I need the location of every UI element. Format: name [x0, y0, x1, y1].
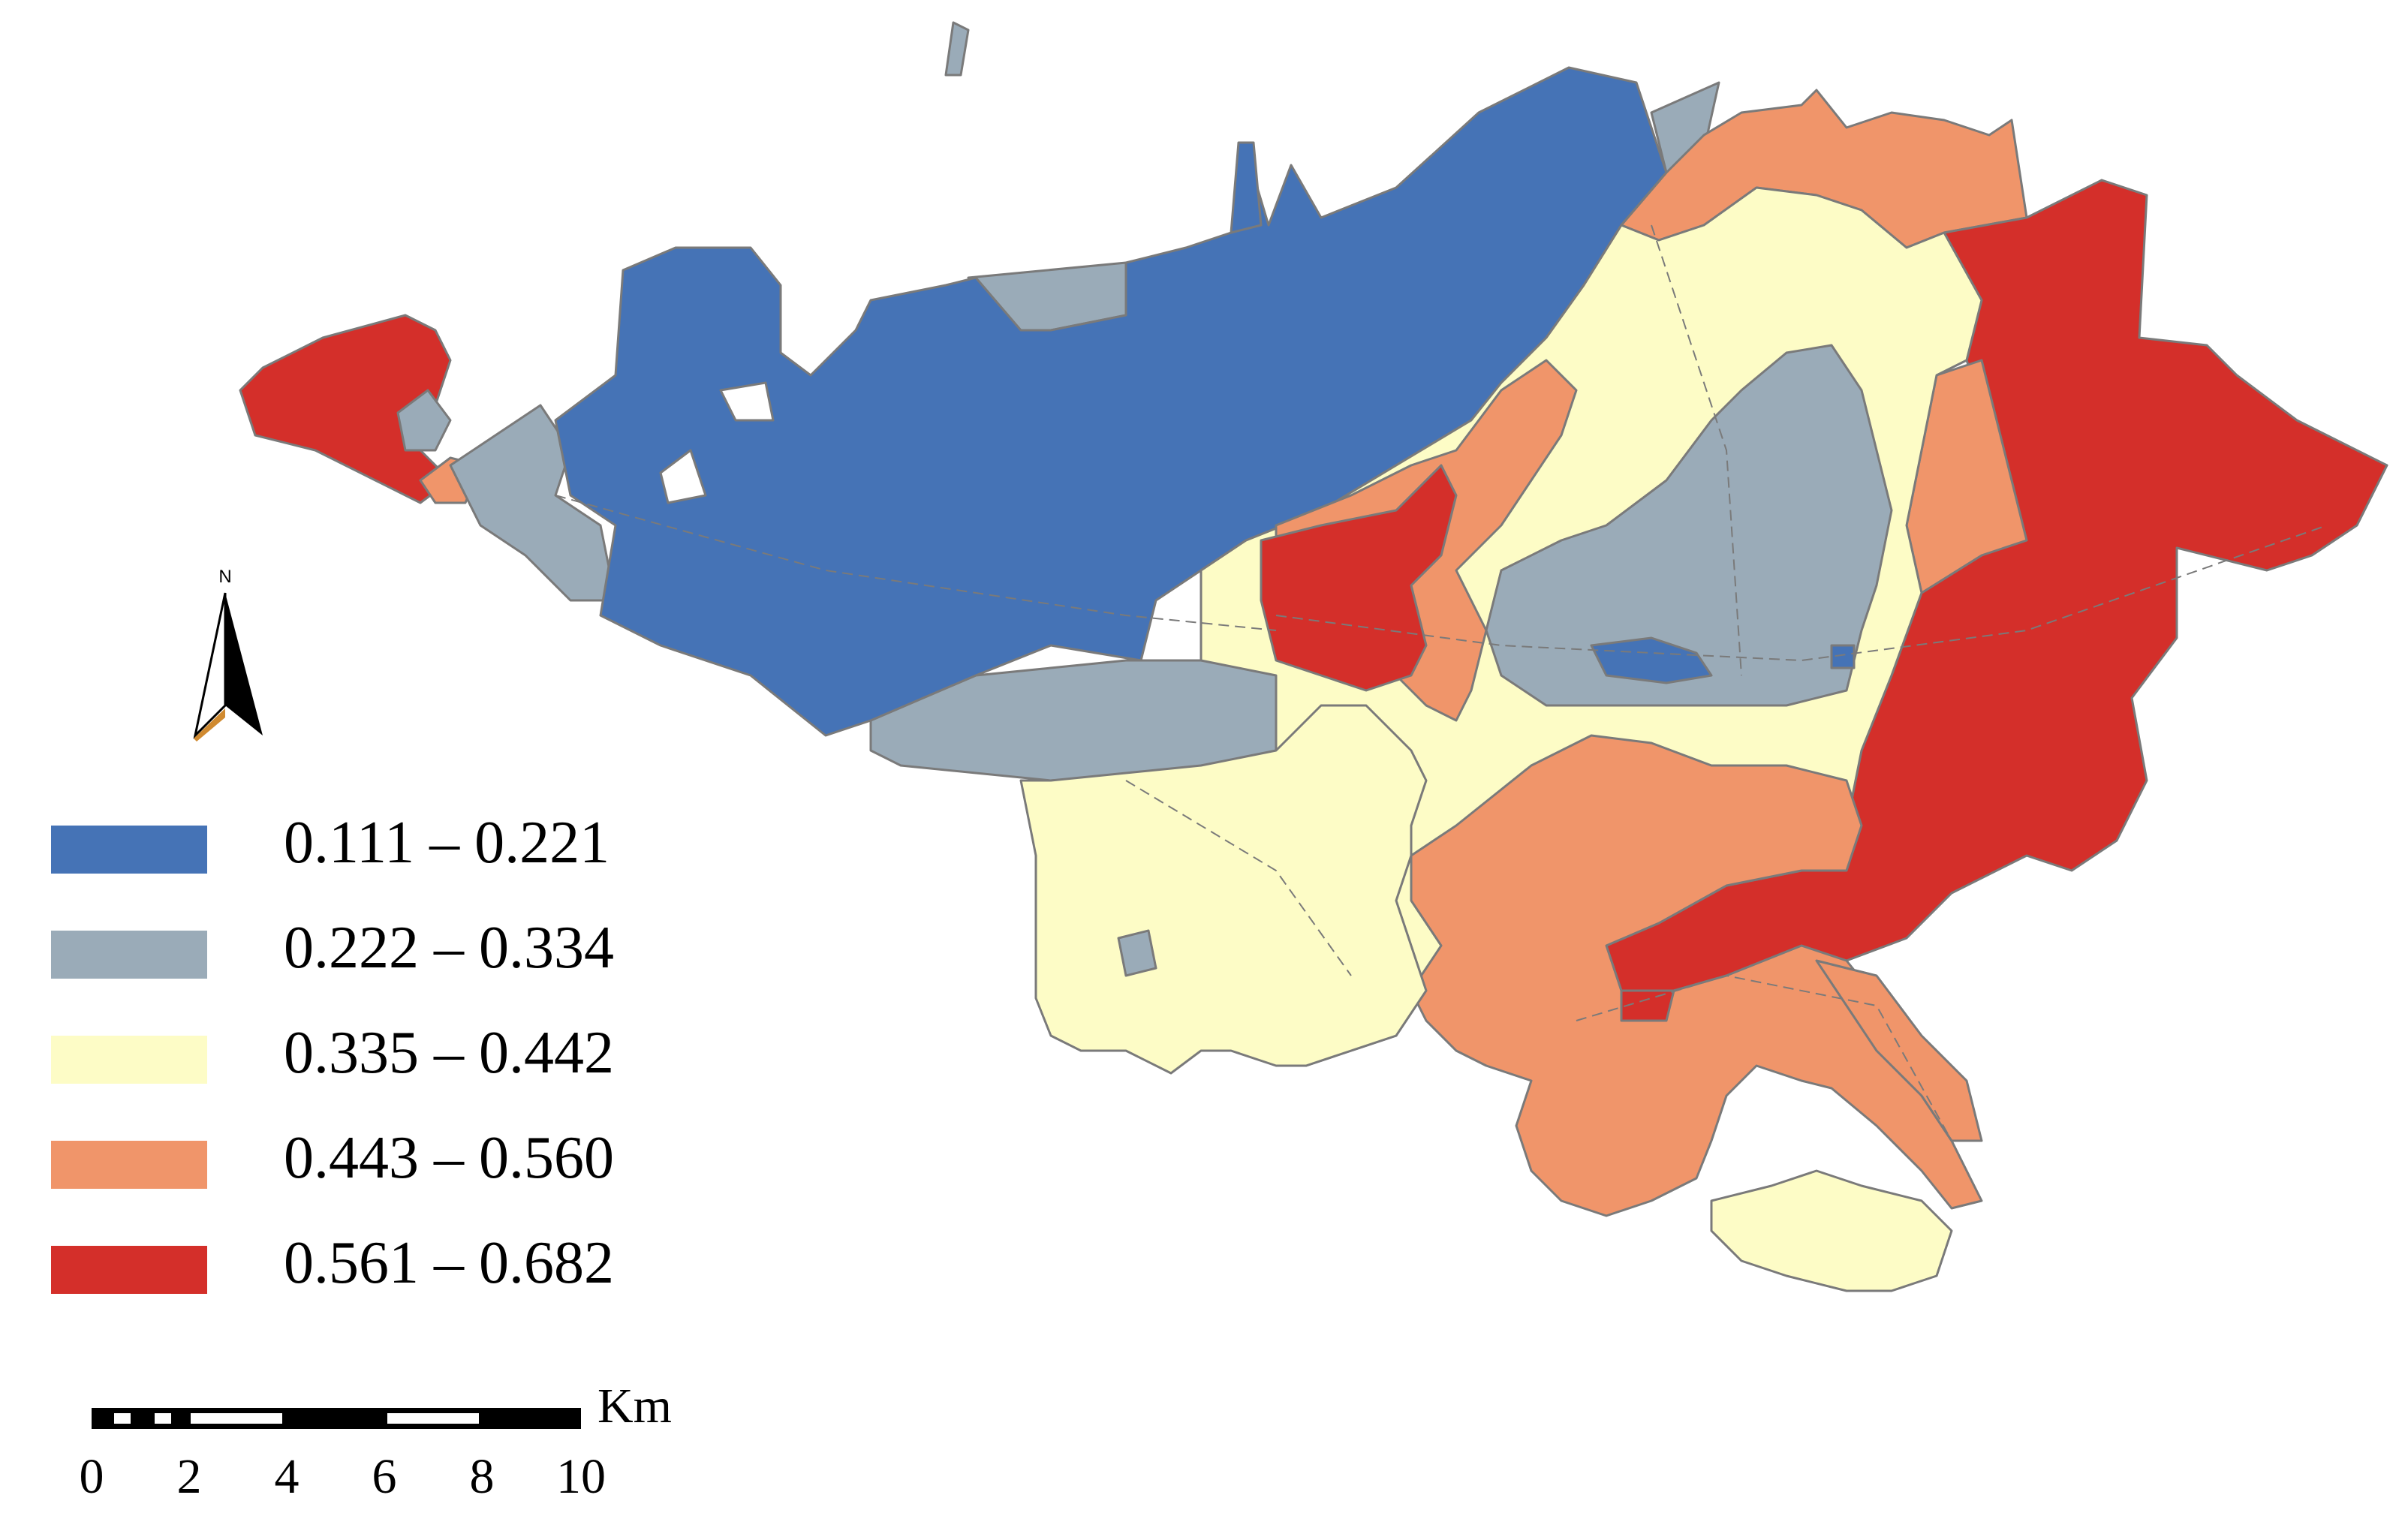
scale-bar-unit: Km [597, 1379, 672, 1433]
north-arrow-right-half [225, 593, 263, 735]
scale-bar-tick-label: 4 [274, 1449, 299, 1504]
region-west-gray-small [396, 389, 452, 452]
legend-swatch-3 [51, 1036, 207, 1084]
region-central-gray [1485, 344, 1893, 707]
boundary-line-3 [1125, 780, 1352, 976]
map-regions [239, 21, 2388, 1292]
scale-bar-tick-label: 8 [469, 1449, 495, 1504]
region-south-yellow [1710, 1169, 1953, 1292]
region-central-blue-lake-2 [1830, 644, 1856, 669]
boundary-line-2 [1275, 525, 2328, 662]
scale-bar-tick-label: 2 [176, 1449, 202, 1504]
scale-bar-white-seg-4 [387, 1413, 479, 1424]
lake-2 [659, 449, 707, 504]
scale-bar-white-seg-2 [155, 1413, 171, 1424]
boundary-line-1 [555, 495, 1277, 631]
scale-bar-tick-label: 0 [79, 1449, 104, 1504]
region-central-red [1260, 464, 1458, 692]
legend-swatch-1 [51, 826, 207, 874]
boundary-line-5 [1651, 224, 1742, 676]
scale-bar-tick-label: 6 [372, 1449, 397, 1504]
region-west-gray [449, 404, 617, 602]
region-southeast-orange [1815, 959, 1983, 1142]
scale-bar-outline [92, 1408, 581, 1429]
scale-bar-tick-label: 10 [556, 1449, 606, 1504]
north-arrow-label: N [218, 567, 231, 587]
region-southwest-gray-small [1117, 929, 1157, 977]
boundary-lines [555, 224, 2328, 1142]
legend-label-3: 0.335 – 0.442 [284, 1020, 614, 1086]
lake-1 [719, 381, 775, 422]
legend-label-5: 0.561 – 0.682 [284, 1230, 614, 1296]
north-arrow-shadow [194, 708, 225, 741]
scale-bar-white-seg-1 [114, 1413, 131, 1424]
region-central-blue-lake [1590, 636, 1713, 684]
region-north-blue-pier [1230, 141, 1263, 234]
scale-bar [92, 1408, 581, 1429]
legend-swatch-5 [51, 1246, 207, 1294]
boundary-line-4 [1576, 974, 1952, 1142]
region-south-orange [1410, 734, 1983, 1217]
legend-swatch-2 [51, 931, 207, 979]
legend-label-4: 0.443 – 0.560 [284, 1125, 614, 1191]
legend-label-1: 0.111 – 0.221 [284, 810, 610, 876]
region-southwest-yellow [1019, 704, 1428, 1075]
scale-bar-white-seg-3 [191, 1413, 282, 1424]
region-north-blue [554, 66, 1668, 737]
pier-north-1 [944, 21, 970, 77]
north-arrow: N [193, 567, 263, 741]
legend-swatch-4 [51, 1141, 207, 1189]
region-southeast-red-small [1620, 989, 1675, 1022]
legend-label-2: 0.222 – 0.334 [284, 915, 614, 981]
